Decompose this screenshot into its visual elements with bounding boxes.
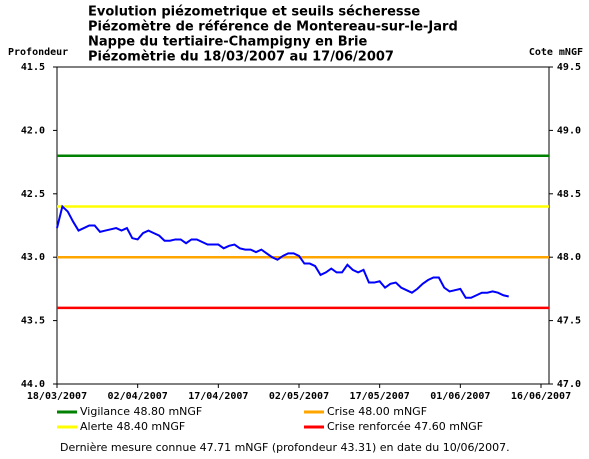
plot-frame: [56, 66, 550, 385]
y2-tick-label: 49.0: [557, 125, 581, 136]
legend-label: Vigilance 48.80 mNGF: [80, 405, 202, 418]
footnote: Dernière mesure connue 47.71 mNGF (profo…: [60, 441, 510, 454]
y-tick-label: 43.0: [21, 252, 45, 263]
y-tick-label: 42.5: [21, 189, 45, 200]
x-tick-label: 01/06/2007: [430, 391, 490, 402]
x-tick-label: 02/05/2007: [269, 391, 329, 402]
x-tick-label: 16/06/2007: [511, 391, 571, 402]
y-tick-label: 43.5: [21, 316, 45, 327]
title-line: Nappe du tertiaire-Champigny en Brie: [88, 35, 367, 50]
legend-label: Alerte 48.40 mNGF: [80, 420, 185, 433]
y-axis-label: Profondeur: [8, 47, 68, 58]
y2-tick-label: 48.5: [557, 189, 581, 200]
y2-tick-label: 48.0: [557, 252, 581, 263]
x-tick-label: 18/03/2007: [27, 391, 87, 402]
y2-tick-label: 47.5: [557, 316, 581, 327]
legend-label: Crise 48.00 mNGF: [327, 405, 427, 418]
y2-tick-label: 47.0: [557, 379, 581, 390]
x-tick-label: 02/04/2007: [108, 391, 168, 402]
y2-tick-label: 49.5: [557, 62, 581, 73]
title-line: Piézomètrie du 18/03/2007 au 17/06/2007: [88, 50, 394, 65]
y2-axis-label: Cote mNGF: [529, 47, 583, 58]
title-line: Piézomètre de référence de Montereau-sur…: [88, 20, 458, 35]
y-tick-label: 41.5: [21, 62, 45, 73]
data-line: [56, 204, 509, 299]
y-tick-label: 42.0: [21, 125, 45, 136]
title-line: Evolution piézometrique et seuils sécher…: [88, 5, 420, 20]
legend-label: Crise renforcée 47.60 mNGF: [327, 420, 483, 433]
x-tick-label: 17/05/2007: [350, 391, 410, 402]
y-tick-label: 44.0: [21, 379, 45, 390]
x-tick-label: 17/04/2007: [188, 391, 248, 402]
